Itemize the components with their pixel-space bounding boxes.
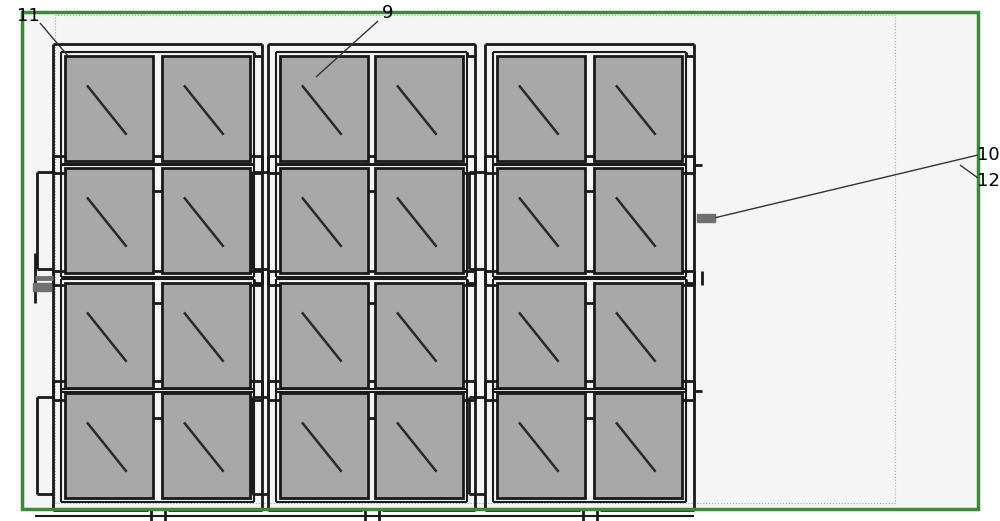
Bar [65,168,153,273]
Bar [162,393,250,498]
Bar [375,283,463,388]
Bar [280,168,368,273]
Bar [497,168,585,273]
Bar [594,56,682,161]
Bar [162,168,250,273]
Bar [697,214,715,222]
Text: 12: 12 [977,172,999,190]
Bar [280,283,368,388]
Bar [33,283,51,291]
Text: 11: 11 [17,7,39,25]
Bar [162,56,250,161]
Bar [594,393,682,498]
Text: 9: 9 [382,4,394,22]
Bar [375,56,463,161]
Bar [375,393,463,498]
Bar [497,56,585,161]
Bar [65,283,153,388]
Bar [375,168,463,273]
Text: 10: 10 [977,146,999,164]
Bar [594,168,682,273]
Bar [497,393,585,498]
Bar [162,283,250,388]
Bar [497,283,585,388]
Bar [280,56,368,161]
Bar [280,393,368,498]
Bar [65,56,153,161]
Bar [65,393,153,498]
Bar [55,15,895,503]
Bar [594,283,682,388]
